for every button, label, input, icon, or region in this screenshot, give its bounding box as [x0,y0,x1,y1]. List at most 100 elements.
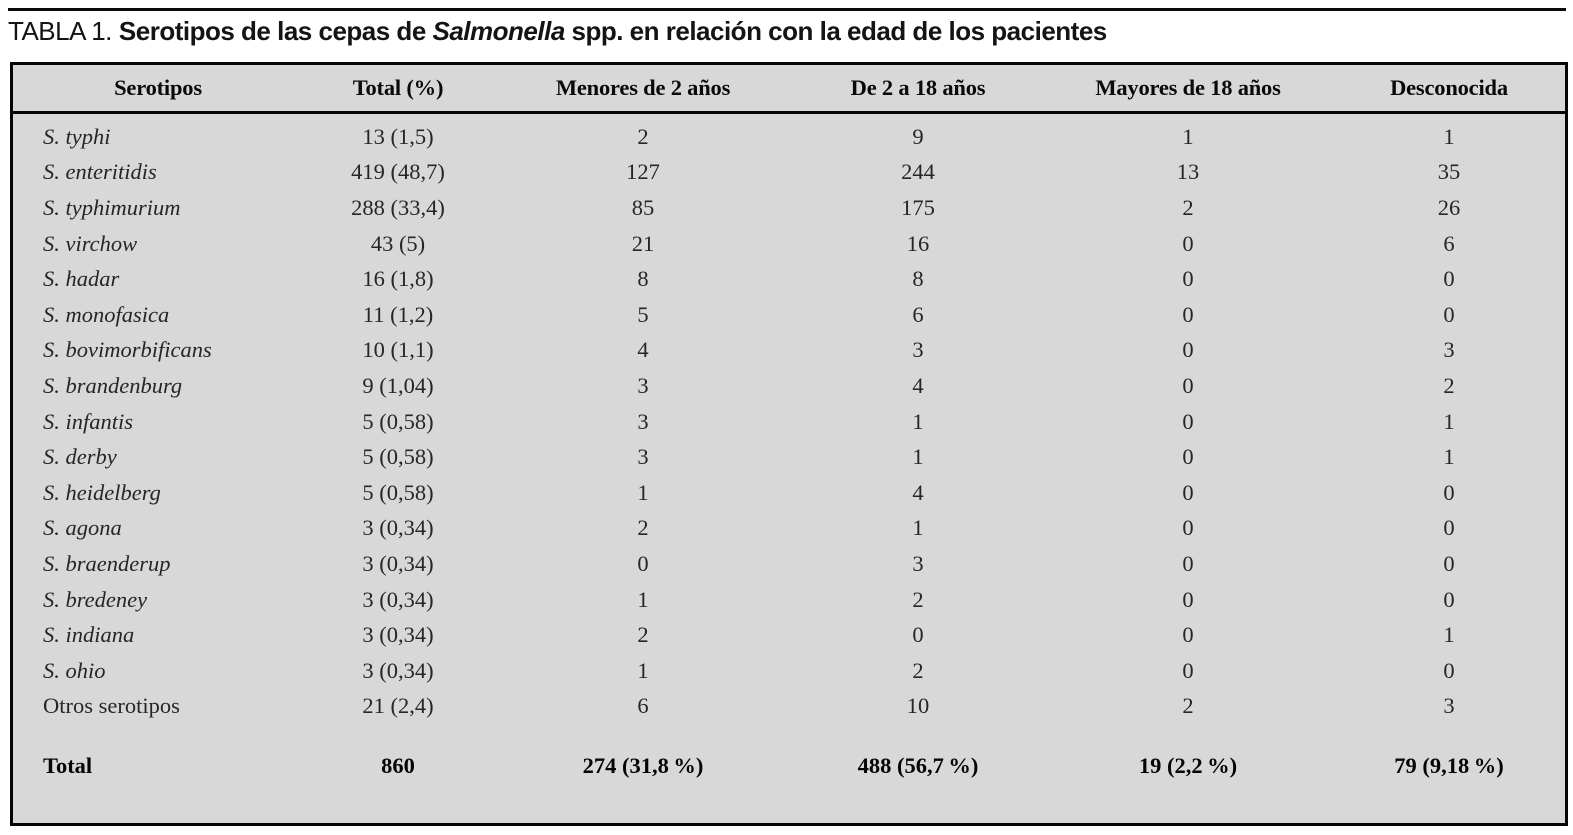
cell-2-a-18: 16 [906,230,930,256]
cell-menores-2: 1 [637,586,649,612]
cell-total: 9 (1,04) [362,372,434,398]
cell-mayores-18: 0 [1182,408,1194,434]
cell-desconocida: 0 [1443,479,1455,505]
cell-desconocida: 0 [1443,266,1455,292]
cell-2-a-18: 6 [912,301,924,327]
cell-desconocida: 79 (9,18 %) [1394,753,1504,779]
cell-serotipo: S. heidelberg [43,479,161,505]
cell-serotipo: S. brandenburg [43,372,183,398]
cell-mayores-18: 0 [1182,266,1194,292]
cell-desconocida: 2 [1443,372,1455,398]
cell-2-a-18: 1 [912,408,924,434]
cell-2-a-18: 1 [912,444,924,470]
table-row: S. ohio 3 (0,34) 1 2 0 0 [13,653,1565,689]
column-header-menores-2: Menores de 2 años [555,75,731,100]
table-row: S. heidelberg 5 (0,58) 1 4 0 0 [13,475,1565,511]
cell-total: 3 (0,34) [362,586,434,612]
cell-menores-2: 127 [626,159,660,185]
cell-menores-2: 2 [637,622,649,648]
cell-mayores-18: 13 [1176,159,1200,185]
table-row: S. hadar 16 (1,8) 8 8 0 0 [13,261,1565,297]
total-row: Total 860 274 (31,8 %) 488 (56,7 %) 19 (… [13,745,1565,787]
cell-serotipo: S. infantis [43,408,134,434]
cell-mayores-18: 0 [1182,444,1194,470]
table-caption: TABLA 1. Serotipos de las cepas de Salmon… [8,16,1107,47]
cell-2-a-18: 0 [912,622,924,648]
caption-text-after: spp. en relación con la edad de los paci… [564,16,1108,46]
table-row: S. agona 3 (0,34) 2 1 0 0 [13,511,1565,547]
caption-italic-genus: Salmonella [432,16,566,46]
cell-menores-2: 2 [637,515,649,541]
caption-label: TABLA 1. [8,16,112,46]
cell-total: 5 (0,58) [362,479,434,505]
cell-serotipo: S. hadar [43,266,120,292]
cell-desconocida: 26 [1437,194,1461,220]
cell-2-a-18: 244 [901,159,935,185]
table-row: S. bovimorbificans 10 (1,1) 4 3 0 3 [13,333,1565,369]
cell-total: 43 (5) [370,230,426,256]
cell-menores-2: 3 [637,372,649,398]
cell-mayores-18: 0 [1182,372,1194,398]
cell-2-a-18: 10 [906,693,930,719]
column-header-total: Total (%) [352,75,444,100]
column-header-2-a-18: De 2 a 18 años [850,75,986,100]
cell-total: 3 (0,34) [362,515,434,541]
cell-2-a-18: 3 [912,550,924,576]
cell-menores-2: 4 [637,337,649,363]
cell-serotipo: S. typhi [43,123,111,149]
cell-desconocida: 35 [1437,159,1461,185]
table-row: S. enteritidis 419 (48,7) 127 244 13 35 [13,155,1565,191]
table-row: S. typhi 13 (1,5) 2 9 1 1 [13,119,1565,155]
cell-menores-2: 0 [637,550,649,576]
cell-mayores-18: 0 [1182,550,1194,576]
cell-menores-2: 8 [637,266,649,292]
cell-total: 5 (0,58) [362,444,434,470]
cell-desconocida: 0 [1443,515,1455,541]
cell-menores-2: 85 [631,194,655,220]
cell-mayores-18: 0 [1182,586,1194,612]
caption-text: Serotipos de las cepas de Salmonella spp… [119,16,1107,46]
cell-total: 419 (48,7) [351,159,445,185]
cell-serotipo: S. typhimurium [43,194,181,220]
cell-menores-2: 1 [637,657,649,683]
cell-mayores-18: 0 [1182,230,1194,256]
cell-serotipo: S. braenderup [43,550,171,576]
cell-total: 860 [381,753,415,779]
cell-total: 21 (2,4) [362,693,434,719]
table-row: Otros serotipos 21 (2,4) 6 10 2 3 [13,689,1565,725]
cell-mayores-18: 0 [1182,479,1194,505]
cell-serotipo: S. derby [43,444,117,470]
cell-desconocida: 1 [1443,622,1455,648]
cell-2-a-18: 4 [912,479,924,505]
cell-menores-2: 5 [637,301,649,327]
table-row: S. bredeney 3 (0,34) 1 2 0 0 [13,582,1565,618]
table-row: S. brandenburg 9 (1,04) 3 4 0 2 [13,368,1565,404]
cell-total: 3 (0,34) [362,550,434,576]
cell-serotipo: Total [43,753,93,779]
cell-menores-2: 2 [637,123,649,149]
cell-mayores-18: 2 [1182,194,1194,220]
cell-desconocida: 0 [1443,301,1455,327]
cell-menores-2: 3 [637,444,649,470]
cell-desconocida: 0 [1443,586,1455,612]
cell-menores-2: 274 (31,8 %) [582,753,704,779]
cell-total: 288 (33,4) [351,194,445,220]
table-row: S. infantis 5 (0,58) 3 1 0 1 [13,404,1565,440]
cell-mayores-18: 19 (2,2 %) [1138,753,1238,779]
cell-mayores-18: 0 [1182,337,1194,363]
cell-2-a-18: 4 [912,372,924,398]
cell-2-a-18: 1 [912,515,924,541]
cell-2-a-18: 488 (56,7 %) [857,753,979,779]
data-table: Serotipos Total (%) Menores de 2 años De… [10,62,1568,826]
cell-total: 5 (0,58) [362,408,434,434]
cell-2-a-18: 8 [912,266,924,292]
cell-total: 13 (1,5) [362,123,434,149]
cell-desconocida: 3 [1443,337,1455,363]
column-header-serotipos: Serotipos [114,75,202,100]
cell-desconocida: 1 [1443,123,1455,149]
cell-desconocida: 0 [1443,550,1455,576]
cell-total: 11 (1,2) [362,301,434,327]
cell-desconocida: 6 [1443,230,1455,256]
cell-serotipo: S. virchow [43,230,138,256]
cell-serotipo: S. bredeney [43,586,148,612]
